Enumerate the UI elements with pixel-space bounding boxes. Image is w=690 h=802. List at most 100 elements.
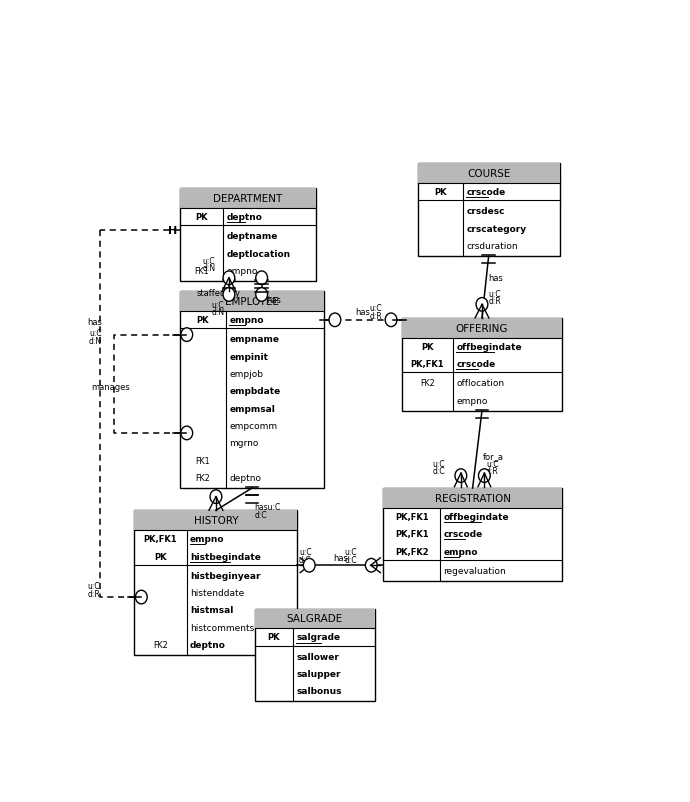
Bar: [383, 488, 562, 508]
Bar: [383, 488, 562, 581]
Bar: [180, 189, 316, 282]
Text: d:R: d:R: [370, 312, 382, 321]
Text: hasu:C: hasu:C: [255, 502, 281, 512]
Text: salgrade: salgrade: [297, 633, 341, 642]
Circle shape: [385, 314, 397, 327]
Text: crscode: crscode: [456, 360, 495, 369]
Circle shape: [329, 314, 341, 327]
Text: salupper: salupper: [297, 669, 341, 678]
Text: HISTORY: HISTORY: [194, 516, 238, 525]
Text: histbeginyear: histbeginyear: [190, 571, 260, 580]
Text: deptno: deptno: [190, 640, 226, 649]
Text: offlocation: offlocation: [456, 379, 504, 388]
Text: PK: PK: [268, 633, 280, 642]
Text: deptno: deptno: [229, 473, 262, 482]
Text: u:C: u:C: [202, 257, 215, 265]
Text: PK,FK1: PK,FK1: [411, 360, 444, 369]
Text: u:C: u:C: [88, 581, 101, 591]
Text: has: has: [489, 274, 503, 283]
Text: d:R: d:R: [489, 297, 501, 306]
Text: PK,FK1: PK,FK1: [395, 512, 428, 521]
Text: crscategory: crscategory: [466, 225, 526, 233]
Circle shape: [135, 590, 147, 604]
Text: staffed_by: staffed_by: [197, 289, 241, 298]
Text: FK1: FK1: [196, 456, 210, 465]
Text: u:C: u:C: [370, 304, 382, 313]
Text: u:C: u:C: [486, 460, 499, 468]
Text: d:R: d:R: [88, 589, 101, 598]
Text: COURSE: COURSE: [467, 169, 511, 179]
Circle shape: [181, 328, 193, 342]
Text: u:C: u:C: [489, 290, 501, 298]
Text: empno: empno: [456, 396, 488, 405]
Text: histbegindate: histbegindate: [190, 552, 261, 561]
Text: OFFERING: OFFERING: [455, 323, 509, 334]
Text: PK: PK: [195, 213, 208, 222]
Text: d:C: d:C: [299, 555, 312, 564]
Text: d:C: d:C: [255, 510, 267, 520]
Circle shape: [210, 490, 221, 504]
Circle shape: [256, 272, 268, 286]
Text: empjob: empjob: [229, 370, 264, 379]
Circle shape: [366, 559, 377, 573]
Text: H: H: [168, 225, 177, 236]
Circle shape: [478, 469, 491, 483]
Text: PK: PK: [421, 342, 434, 351]
Text: empname: empname: [229, 335, 279, 344]
Circle shape: [181, 427, 193, 440]
Bar: [255, 609, 375, 629]
Text: d:C: d:C: [433, 467, 445, 476]
Text: PK: PK: [434, 188, 446, 197]
Text: u:C: u:C: [344, 548, 357, 557]
Text: PK,FK1: PK,FK1: [395, 529, 428, 539]
Bar: [135, 511, 297, 530]
Text: deptno: deptno: [227, 213, 263, 222]
Circle shape: [304, 559, 315, 573]
Bar: [180, 292, 324, 488]
Circle shape: [455, 469, 466, 483]
Text: PK,FK2: PK,FK2: [395, 547, 428, 556]
Bar: [135, 511, 297, 655]
Text: manages: manages: [92, 383, 130, 392]
Text: has: has: [333, 553, 348, 563]
Text: d:R: d:R: [486, 467, 499, 476]
Text: PK: PK: [197, 316, 209, 325]
Text: salbonus: salbonus: [297, 687, 342, 695]
Text: histcomments: histcomments: [190, 623, 254, 632]
Text: histenddate: histenddate: [190, 588, 244, 597]
Text: empno: empno: [229, 316, 264, 325]
Text: d:N: d:N: [202, 264, 215, 273]
Text: offbegindate: offbegindate: [456, 342, 522, 351]
Text: PK,FK1: PK,FK1: [144, 534, 177, 544]
Text: deptname: deptname: [227, 232, 278, 241]
Text: deptlocation: deptlocation: [227, 249, 290, 258]
Text: offbegindate: offbegindate: [444, 512, 509, 521]
Text: u:C: u:C: [212, 301, 224, 310]
Text: empno: empno: [227, 266, 258, 276]
Text: d:C: d:C: [344, 555, 357, 564]
Text: d:N: d:N: [89, 337, 102, 346]
Text: crsduration: crsduration: [466, 242, 518, 251]
Text: empinit: empinit: [229, 352, 268, 362]
Text: empmsal: empmsal: [229, 404, 275, 413]
Text: d:N: d:N: [212, 308, 225, 317]
Text: has: has: [88, 317, 102, 326]
Text: crscode: crscode: [444, 529, 483, 539]
Text: REGISTRATION: REGISTRATION: [435, 493, 511, 503]
Text: regevaluation: regevaluation: [444, 566, 506, 575]
Bar: [418, 164, 560, 184]
Circle shape: [223, 272, 235, 286]
Bar: [180, 292, 324, 312]
Text: FK2: FK2: [153, 640, 168, 649]
Text: DEPARTMENT: DEPARTMENT: [213, 194, 283, 204]
Text: histmsal: histmsal: [190, 606, 233, 614]
Text: empno: empno: [444, 547, 478, 556]
Bar: [402, 318, 562, 338]
Text: u:C: u:C: [433, 460, 445, 468]
Bar: [255, 609, 375, 702]
Text: FK2: FK2: [195, 473, 210, 482]
Circle shape: [223, 288, 235, 302]
Text: empno: empno: [190, 534, 224, 544]
Text: empbdate: empbdate: [229, 387, 281, 396]
Circle shape: [256, 288, 268, 302]
